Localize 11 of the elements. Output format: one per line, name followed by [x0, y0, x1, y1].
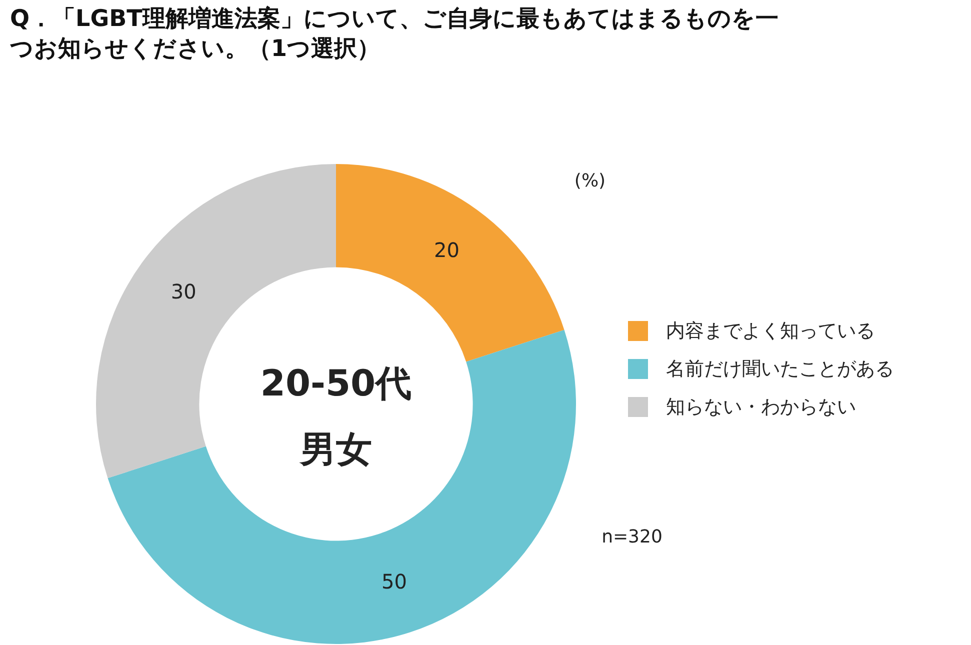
legend-label: 知らない・わからない — [666, 395, 856, 420]
chart-title: Q．「LGBT理解増進法案」について、ご自身に最もあてはまるものを一つお知らせください。（1つ選択） — [10, 4, 780, 64]
data-label: 20 — [434, 238, 460, 262]
text: 男女 — [300, 428, 372, 472]
data-label: 50 — [381, 569, 407, 594]
legend-label: 名前だけ聞いたことがある — [666, 357, 894, 382]
text: 20-50代 — [260, 362, 412, 406]
text: (%) — [574, 170, 606, 192]
data-label: 30 — [170, 279, 196, 304]
legend-label: 内容までよく知っている — [666, 319, 875, 344]
text: n=320 — [602, 526, 662, 548]
